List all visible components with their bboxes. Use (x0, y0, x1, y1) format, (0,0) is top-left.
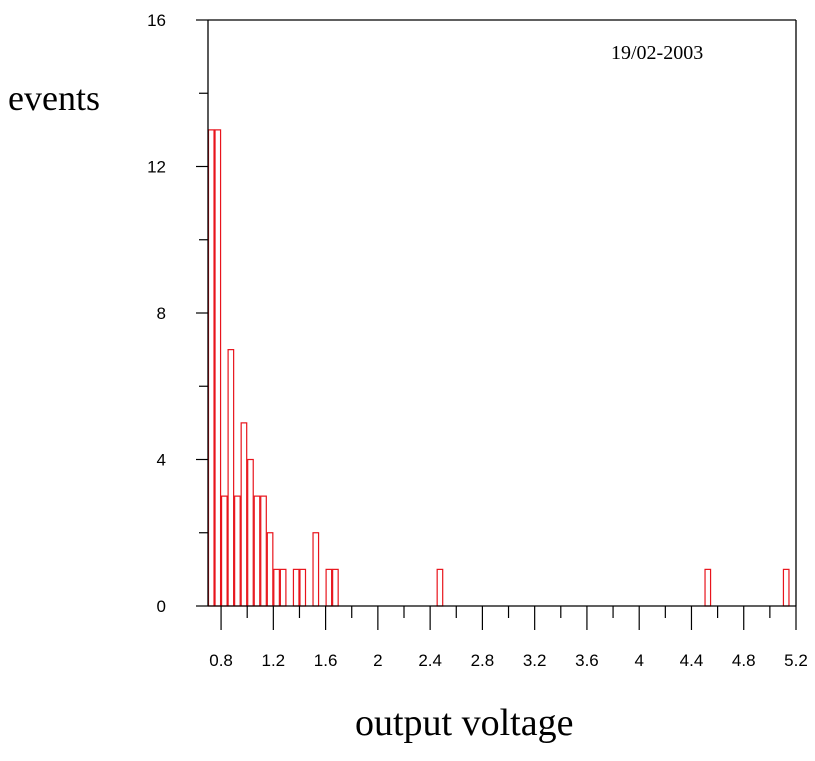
histogram-bar (253, 495, 261, 607)
histogram-bar (227, 349, 235, 607)
histogram-bar (312, 532, 320, 607)
histogram-bar (782, 568, 790, 607)
y-tick-label: 12 (147, 158, 166, 177)
x-tick-label: 5.2 (784, 651, 808, 670)
axes-layer: 0 4 8 12 16 0.8 1.2 1.6 2 2.4 2.8 3.2 3.6 4 4.4 4.8 5.2 (147, 11, 808, 670)
x-tick-label: 3.2 (523, 651, 547, 670)
histogram-bar (234, 495, 241, 607)
x-tick-label: 4.8 (732, 651, 756, 670)
histogram-bar (299, 568, 307, 607)
x-tick-label: 2.8 (471, 651, 495, 670)
histogram-bar (325, 568, 333, 607)
y-tick-label: 8 (157, 304, 166, 323)
histogram-bar (214, 129, 222, 607)
date-annotation: 19/02-2003 (611, 42, 703, 64)
y-tick-label: 0 (157, 597, 166, 616)
x-tick-label: 4 (634, 651, 643, 670)
histogram-bar (207, 129, 215, 607)
histogram-bar (266, 532, 274, 607)
histogram-bar (220, 495, 228, 607)
x-tick-label: 3.6 (575, 651, 599, 670)
y-axis-label: events (8, 78, 100, 118)
histogram-bar (260, 495, 267, 607)
histogram-bar (436, 568, 444, 607)
histogram-bar (292, 568, 300, 607)
histogram-bar (704, 568, 712, 607)
x-tick-label: 2.4 (418, 651, 442, 670)
x-axis-label: output voltage (355, 702, 573, 744)
x-tick-label: 1.6 (314, 651, 338, 670)
histogram-bar (247, 458, 254, 607)
histogram-bar (332, 568, 339, 607)
y-tick-label: 16 (147, 11, 166, 30)
y-tick-label: 4 (157, 451, 166, 470)
x-tick-label: 0.8 (209, 651, 233, 670)
x-tick-label: 2 (373, 651, 382, 670)
histogram-bar (279, 568, 287, 607)
histogram-bar (240, 422, 248, 607)
x-tick-label: 4.4 (680, 651, 704, 670)
histogram-bar (273, 568, 280, 607)
bars-layer (207, 129, 790, 607)
x-tick-label: 1.2 (262, 651, 286, 670)
